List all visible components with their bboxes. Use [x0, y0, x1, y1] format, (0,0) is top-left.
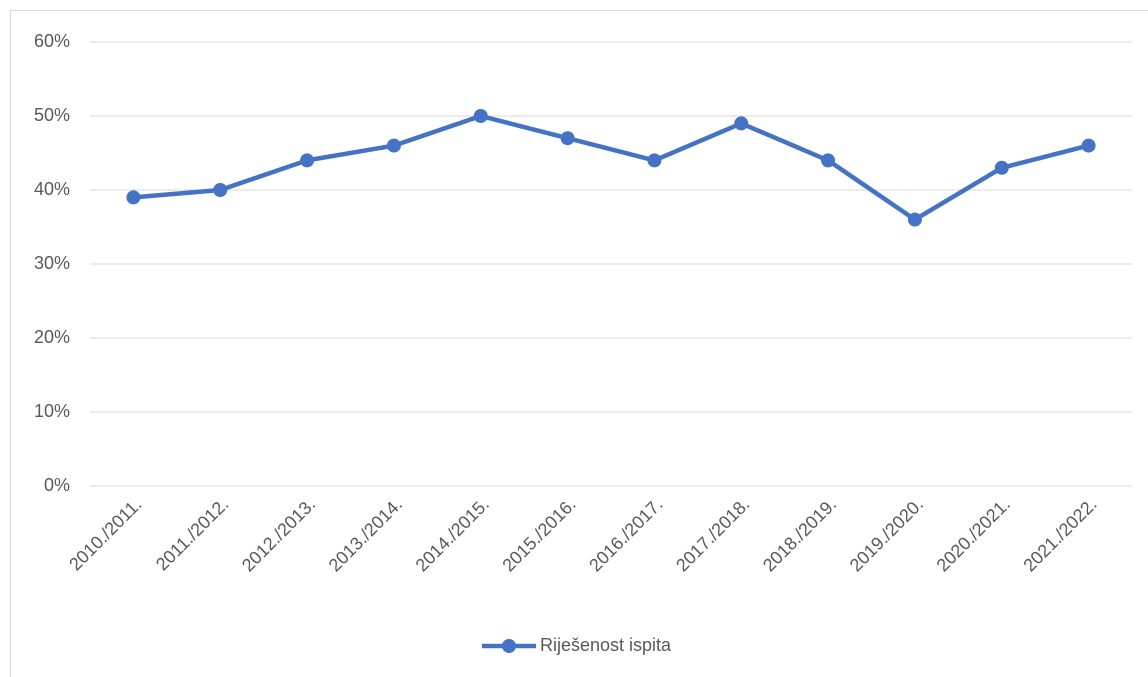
data-point [300, 153, 315, 168]
x-tick-label: 2014./2015. [412, 494, 493, 575]
y-tick-label: 50% [34, 105, 70, 125]
x-tick-label: 2015./2016. [498, 494, 579, 575]
x-tick-label: 2011./2012. [152, 494, 232, 574]
y-tick-label: 10% [34, 401, 70, 421]
data-point [994, 160, 1009, 175]
data-point [560, 131, 575, 146]
x-tick-label: 2021./2022. [1019, 494, 1100, 575]
y-tick-label: 60% [34, 31, 70, 51]
data-line [131, 113, 1091, 222]
chart-border [10, 10, 1148, 677]
y-tick-label: 40% [34, 179, 70, 199]
x-tick-label: 2017./2018. [672, 494, 753, 575]
legend-label: Riješenost ispita [540, 635, 672, 655]
x-tick-label: 2013./2014. [325, 494, 406, 575]
x-tick-label: 2019./2020. [846, 494, 927, 575]
x-tick-label: 2018./2019. [759, 494, 840, 575]
x-tick-label: 2020./2021. [933, 494, 1014, 575]
data-point [907, 212, 922, 227]
data-point [1081, 138, 1096, 153]
x-tick-label: 2012./2013. [238, 494, 319, 575]
data-point [734, 116, 749, 131]
data-point [473, 109, 488, 123]
y-tick-label: 30% [34, 253, 70, 273]
data-point [647, 153, 662, 168]
x-tick-label: 2016./2017. [585, 494, 666, 575]
data-point [213, 183, 228, 197]
y-tick-label: 0% [44, 475, 70, 495]
data-point [821, 153, 836, 168]
x-tick-label: 2010./2011. [65, 494, 145, 574]
y-tick-label: 20% [34, 327, 70, 347]
data-point [386, 138, 401, 153]
legend-marker [502, 639, 516, 653]
data-point [126, 190, 141, 205]
